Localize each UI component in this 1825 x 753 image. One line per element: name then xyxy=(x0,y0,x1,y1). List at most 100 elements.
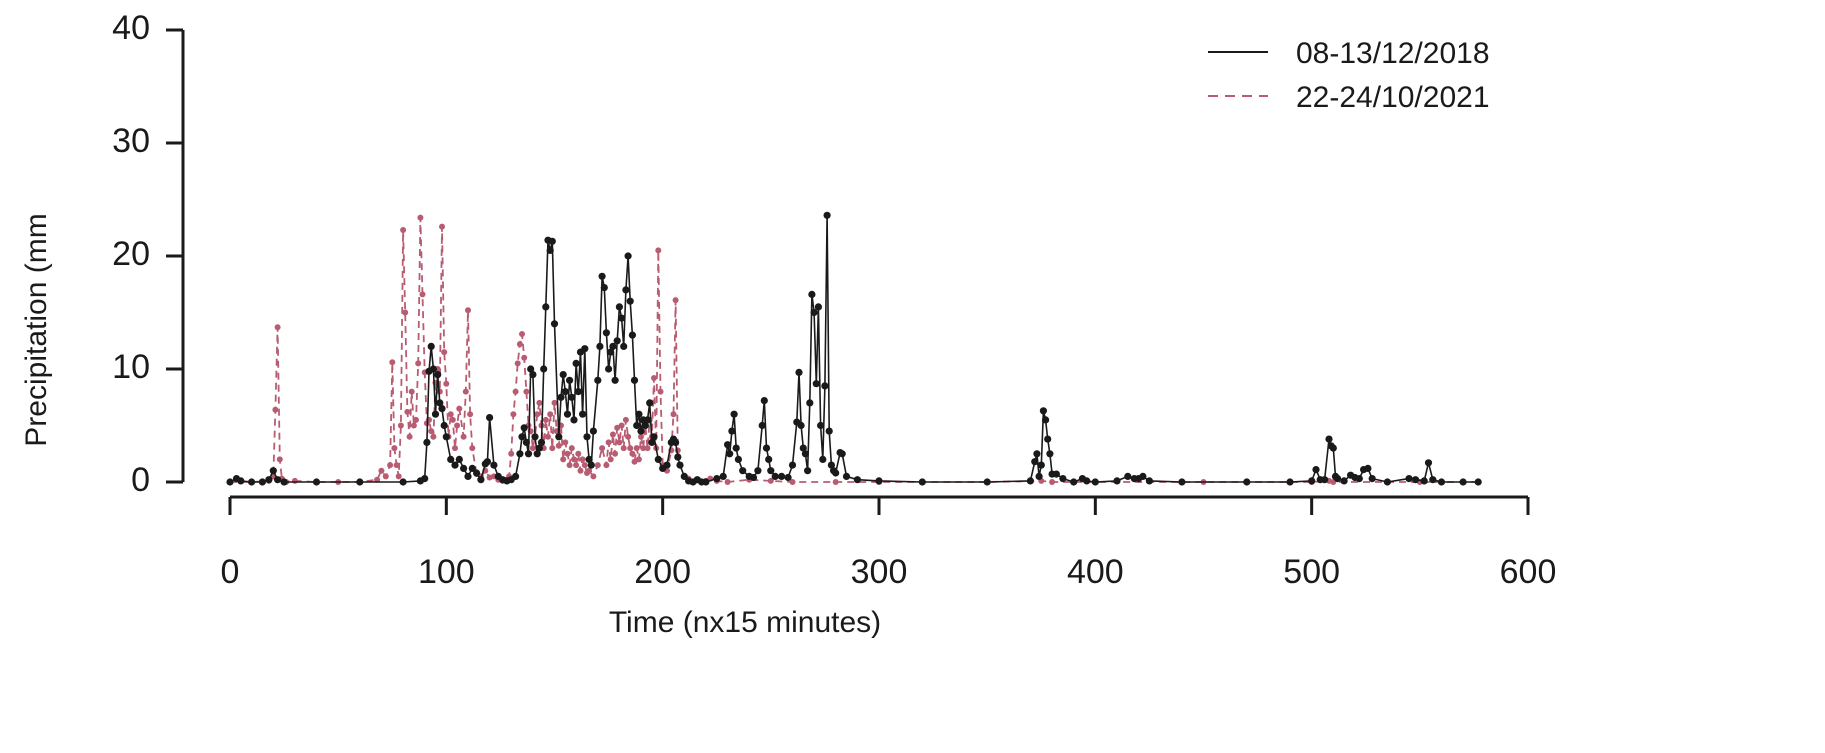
data-point xyxy=(389,359,396,366)
data-point xyxy=(771,472,779,480)
data-point xyxy=(1052,470,1060,478)
data-point xyxy=(226,478,234,486)
data-point xyxy=(663,461,671,469)
data-point xyxy=(638,433,644,440)
data-point xyxy=(516,341,523,348)
data-point xyxy=(510,411,517,418)
data-point xyxy=(838,450,846,458)
data-point xyxy=(486,414,494,422)
data-point xyxy=(1042,416,1050,424)
data-point xyxy=(536,399,543,406)
data-point xyxy=(1325,435,1333,443)
data-point xyxy=(469,445,476,452)
y-tick-label: 0 xyxy=(131,461,150,499)
data-point xyxy=(579,410,587,418)
data-point xyxy=(622,416,629,423)
data-point xyxy=(778,472,786,480)
data-point xyxy=(767,477,774,484)
data-point xyxy=(1308,477,1316,485)
data-point xyxy=(566,376,574,384)
data-point xyxy=(730,410,738,418)
data-point xyxy=(614,424,621,431)
data-point xyxy=(655,247,662,254)
data-point xyxy=(291,477,298,484)
data-point xyxy=(520,424,528,432)
data-point xyxy=(1437,478,1446,486)
data-point xyxy=(817,421,825,430)
x-ticks: 0 100 200 300 400 500 600 xyxy=(221,497,1556,591)
data-point xyxy=(464,472,472,480)
data-point xyxy=(451,461,459,469)
data-point xyxy=(651,375,657,381)
data-point xyxy=(1420,477,1428,485)
data-point xyxy=(702,478,710,486)
data-point xyxy=(549,445,556,452)
data-point xyxy=(559,371,567,379)
x-axis-title: Time (nx15 minutes) xyxy=(609,606,881,639)
data-point xyxy=(562,439,569,446)
data-point xyxy=(1340,477,1348,485)
data-point xyxy=(542,416,549,423)
data-point xyxy=(248,478,256,486)
data-point xyxy=(650,433,658,441)
data-point xyxy=(1329,444,1337,452)
data-point xyxy=(574,388,582,396)
data-point xyxy=(812,380,820,388)
data-point xyxy=(395,473,402,480)
y-tick-label: 30 xyxy=(112,122,150,160)
data-point xyxy=(724,479,731,485)
data-point xyxy=(454,422,461,429)
data-point xyxy=(713,475,721,483)
data-point xyxy=(676,461,684,469)
data-point xyxy=(428,428,435,435)
data-point xyxy=(726,450,734,458)
data-point xyxy=(563,410,572,418)
data-point xyxy=(573,462,580,469)
data-point xyxy=(393,462,400,469)
data-point xyxy=(455,455,463,463)
data-point xyxy=(427,342,435,350)
data-point xyxy=(739,467,747,475)
data-point xyxy=(1037,461,1045,469)
data-point xyxy=(577,467,584,474)
data-point xyxy=(408,388,415,395)
data-point xyxy=(579,456,586,463)
data-point xyxy=(1429,476,1437,484)
legend-label-series-2: 22-24/10/2021 xyxy=(1296,81,1490,114)
data-point xyxy=(618,422,625,429)
data-point xyxy=(832,469,840,477)
data-point xyxy=(626,297,634,305)
data-point xyxy=(442,433,450,441)
data-point xyxy=(1124,472,1132,480)
data-point xyxy=(581,462,588,469)
data-point xyxy=(1424,459,1433,467)
data-point xyxy=(447,455,455,463)
data-point xyxy=(603,462,610,469)
data-point xyxy=(548,237,556,245)
data-point xyxy=(572,359,580,367)
data-point xyxy=(274,324,281,331)
data-point xyxy=(832,479,839,485)
data-point xyxy=(508,450,515,457)
data-point xyxy=(581,345,589,353)
data-point xyxy=(1070,478,1078,486)
data-point xyxy=(612,450,619,457)
data-point xyxy=(413,416,419,423)
data-point xyxy=(516,450,524,458)
data-point xyxy=(468,464,476,472)
data-point xyxy=(436,399,444,407)
data-point xyxy=(272,406,279,413)
data-point xyxy=(598,272,606,280)
data-point xyxy=(1334,475,1342,483)
data-point xyxy=(625,433,632,440)
data-point xyxy=(1049,479,1056,485)
data-point xyxy=(765,455,773,463)
data-point xyxy=(795,368,803,376)
data-point xyxy=(801,450,810,458)
data-point xyxy=(529,371,537,379)
data-point xyxy=(622,286,630,294)
legend: 08-13/12/2018 22-24/10/2021 xyxy=(1208,37,1490,114)
data-point xyxy=(397,422,404,429)
data-point xyxy=(640,445,647,452)
series-line xyxy=(230,216,1479,483)
